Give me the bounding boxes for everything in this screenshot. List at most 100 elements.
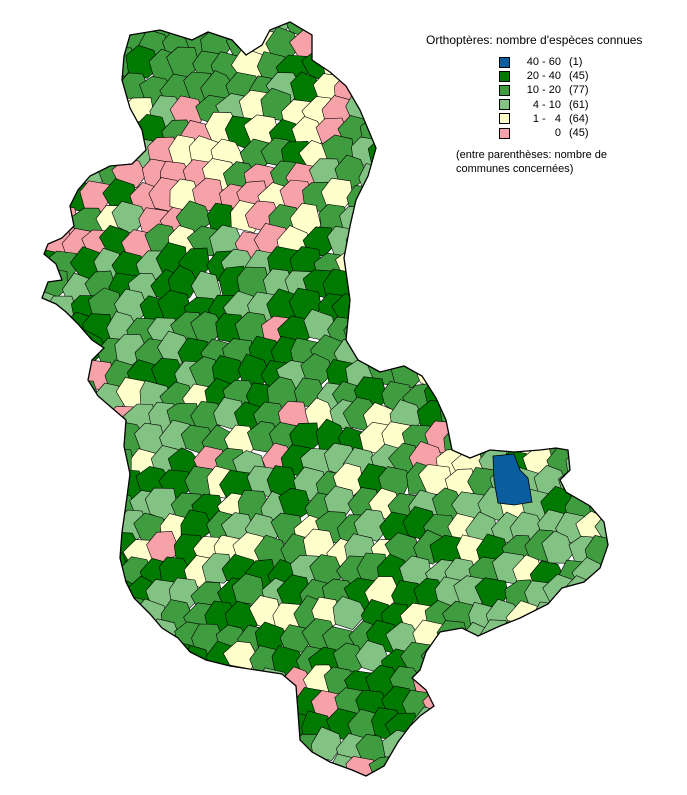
commune-c10_20 (446, 384, 481, 415)
commune-c4_10 (0, 331, 13, 367)
commune-c20_40 (543, 402, 575, 436)
commune-c1_4 (452, 273, 488, 306)
commune-c20_40 (615, 534, 644, 568)
commune-c20_40 (0, 117, 17, 151)
commune-c4_10 (575, 289, 608, 326)
commune-c1_4 (577, 250, 608, 285)
commune-c1_4 (561, 706, 596, 740)
commune-c0 (502, 267, 535, 299)
commune-c20_40 (245, 778, 279, 795)
legend-item-40-60: 40 - 60 (1) (499, 55, 681, 69)
commune-c10_20 (446, 775, 480, 776)
commune-c10_20 (531, 294, 567, 327)
legend-count: (45) (569, 70, 589, 83)
commune-c4_10 (620, 598, 655, 628)
commune-c4_10 (576, 729, 608, 766)
commune-c20_40 (69, 29, 101, 63)
commune-c1_4 (618, 252, 653, 286)
commune-c4_10 (625, 204, 658, 235)
commune-c1_4 (564, 666, 598, 699)
commune-c4_10 (597, 598, 608, 631)
commune-c4_10 (0, 10, 23, 41)
legend-note-line1: (entre parenthèses: nombre de (456, 149, 608, 162)
commune-c4_10 (82, 22, 117, 42)
legend-swatch (499, 84, 510, 96)
commune-c1_4 (0, 751, 27, 785)
commune-c20_40 (98, 639, 132, 675)
commune-c10_20 (83, 755, 117, 776)
commune-c10_20 (83, 663, 119, 700)
commune-c10_20 (86, 48, 118, 85)
commune-c4_10 (327, 225, 361, 259)
commune-c1_4 (627, 4, 660, 36)
commune-c1_4 (288, 775, 323, 776)
commune-c10_20 (70, 771, 103, 776)
commune-c10_20 (42, 183, 55, 218)
commune-c4_10 (540, 179, 575, 217)
commune-c4_10 (5, 330, 35, 365)
commune-c10_20 (48, 552, 82, 588)
commune-c10_20 (623, 376, 655, 409)
commune-c4_10 (394, 95, 429, 128)
commune-c1_4 (78, 533, 115, 565)
commune-c20_40 (401, 200, 437, 235)
commune-c4_10 (407, 272, 443, 302)
commune-c4_10 (49, 467, 85, 502)
commune-c20_40 (106, 620, 141, 656)
commune-c10_20 (42, 684, 62, 719)
commune-c10_20 (585, 186, 608, 220)
commune-c20_40 (109, 660, 143, 695)
commune-c4_10 (390, 22, 423, 40)
commune-c10_20 (56, 358, 94, 394)
commune-c20_40 (42, 714, 49, 745)
commune-c20_40 (300, 755, 337, 776)
commune-c10_20 (135, 690, 169, 721)
commune-c4_10 (569, 267, 604, 299)
commune-c1_4 (512, 206, 548, 241)
commune-c10_20 (396, 775, 434, 776)
commune-c4_10 (378, 160, 414, 190)
commune-c10_20 (520, 751, 553, 776)
commune-c0 (575, 687, 608, 718)
commune-c1_4 (80, 581, 114, 614)
commune-c1_4 (138, 640, 172, 677)
commune-c0 (421, 247, 458, 281)
commune-c20_40 (504, 358, 536, 393)
commune-c10_20 (0, 268, 26, 301)
legend-title: Orthoptères: nombre d'espèces connues (426, 33, 643, 47)
commune-c20_40 (627, 535, 660, 569)
commune-c4_10 (536, 731, 568, 763)
commune-c0 (542, 664, 576, 697)
commune-c10_20 (7, 207, 39, 237)
commune-c1_4 (63, 22, 98, 38)
commune-c4_10 (564, 180, 597, 213)
commune-c10_20 (445, 293, 479, 325)
commune-c20_40 (131, 710, 163, 745)
commune-c10_20 (542, 314, 577, 347)
commune-c0 (137, 0, 167, 15)
commune-c4_10 (498, 315, 531, 348)
commune-c10_20 (490, 332, 524, 368)
commune-c10_20 (42, 312, 75, 344)
commune-c4_10 (384, 206, 416, 242)
commune-c4_10 (391, 222, 426, 258)
commune-c4_10 (231, 713, 267, 744)
commune-c10_20 (0, 688, 16, 720)
commune-c4_10 (558, 293, 589, 326)
commune-c10_20 (370, 224, 406, 257)
legend-swatch (499, 99, 510, 111)
commune-c20_40 (192, 751, 224, 776)
commune-c1_4 (345, 53, 380, 85)
commune-c1_4 (42, 399, 49, 431)
commune-c10_20 (63, 448, 96, 483)
commune-c10_20 (4, 466, 36, 498)
commune-c4_10 (42, 50, 52, 85)
commune-c4_10 (317, 0, 351, 18)
commune-c1_4 (96, 688, 130, 721)
commune-c1_4 (532, 376, 566, 412)
commune-c0 (203, 730, 239, 764)
legend-range: 0 (554, 127, 561, 140)
commune-c1_4 (177, 774, 212, 776)
commune-c10_20 (0, 554, 12, 585)
